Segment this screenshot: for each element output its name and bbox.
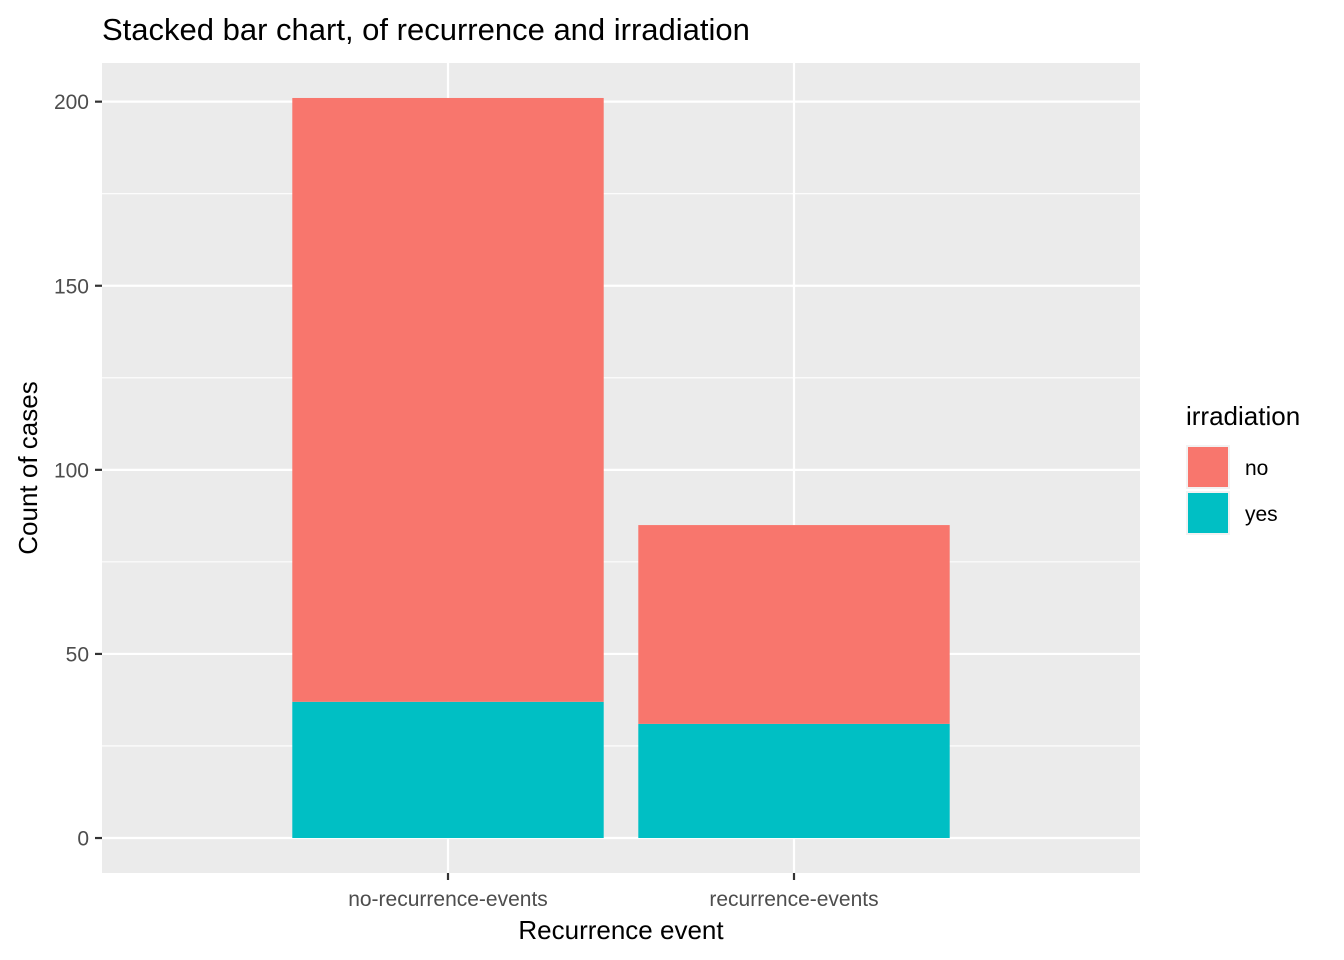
plot-panel — [102, 63, 1140, 873]
chart-title: Stacked bar chart, of recurrence and irr… — [102, 12, 750, 47]
x-axis: no-recurrence-events recurrence-events — [348, 873, 879, 911]
minor-gridlines — [102, 193, 1140, 747]
y-tick-label: 100 — [54, 459, 89, 482]
legend: irradiation no yes — [1186, 401, 1300, 535]
y-tick-label: 50 — [66, 643, 89, 666]
legend-label-no: no — [1245, 457, 1268, 480]
y-tick-label: 150 — [54, 275, 89, 298]
y-tick-label: 0 — [77, 828, 89, 851]
x-tick-label: recurrence-events — [709, 888, 878, 911]
bar-yes-recurrence-events — [638, 723, 950, 839]
legend-label-yes: yes — [1245, 503, 1278, 526]
y-axis-title: Count of cases — [13, 381, 43, 554]
bars-group — [292, 97, 950, 839]
bar-no-recurrence-events — [638, 525, 950, 724]
x-axis-title: Recurrence event — [518, 915, 724, 945]
y-tick-label: 200 — [54, 91, 89, 114]
legend-swatch-yes — [1188, 493, 1228, 533]
bar-no-no-recurrence-events — [292, 97, 604, 702]
legend-title: irradiation — [1186, 401, 1300, 431]
bar-yes-no-recurrence-events — [292, 701, 604, 839]
x-tick-label: no-recurrence-events — [348, 888, 548, 911]
legend-swatch-no — [1188, 447, 1228, 487]
y-axis: 0 50 100 150 200 — [54, 91, 102, 851]
